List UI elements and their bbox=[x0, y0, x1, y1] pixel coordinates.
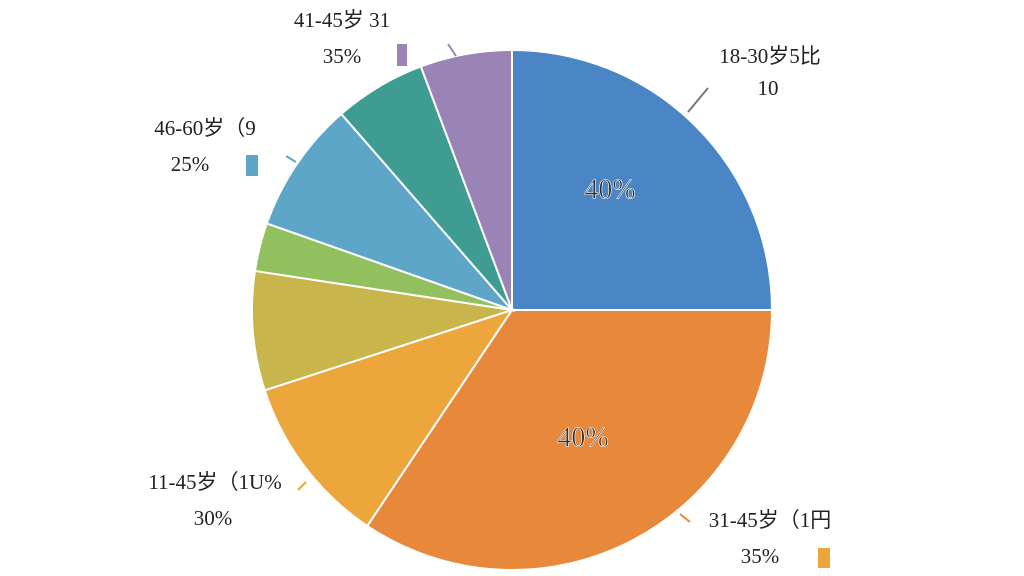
annotation: 11-45岁（1U% bbox=[148, 470, 281, 494]
annotation: 25% bbox=[171, 152, 210, 176]
labels: 41-45岁 31 35% 18-30岁5比 10 46-60岁（9 25% 11-45岁（… bbox=[148, 8, 831, 568]
annotation: 41-45岁 31 bbox=[294, 8, 390, 32]
pie-slice bbox=[511, 48, 774, 311]
arrow bbox=[687, 87, 709, 113]
pie-slice bbox=[265, 112, 516, 313]
annotation: 10 bbox=[758, 76, 779, 100]
pie-slice bbox=[365, 309, 774, 571]
legend-swatch bbox=[397, 44, 407, 66]
annotation: 30% bbox=[194, 506, 233, 530]
value-label: 40% bbox=[557, 422, 608, 453]
decorations bbox=[246, 43, 830, 568]
arrow bbox=[297, 481, 307, 491]
annotation: 18-30岁5比 bbox=[719, 44, 821, 68]
arrow bbox=[447, 43, 457, 57]
annotation: 35% bbox=[323, 44, 362, 68]
arrow bbox=[679, 513, 691, 523]
value-label: 40% bbox=[584, 174, 635, 205]
pie-slice bbox=[263, 308, 515, 528]
legend-swatch bbox=[246, 155, 258, 176]
annotation: 35% bbox=[741, 544, 780, 568]
arrow bbox=[285, 155, 297, 163]
annotation: 31-45岁（1円 bbox=[709, 508, 832, 532]
pie bbox=[251, 48, 774, 571]
pie-slice bbox=[419, 48, 513, 311]
annotation: 46-60岁（9 bbox=[154, 116, 256, 140]
legend-swatch bbox=[818, 548, 830, 568]
